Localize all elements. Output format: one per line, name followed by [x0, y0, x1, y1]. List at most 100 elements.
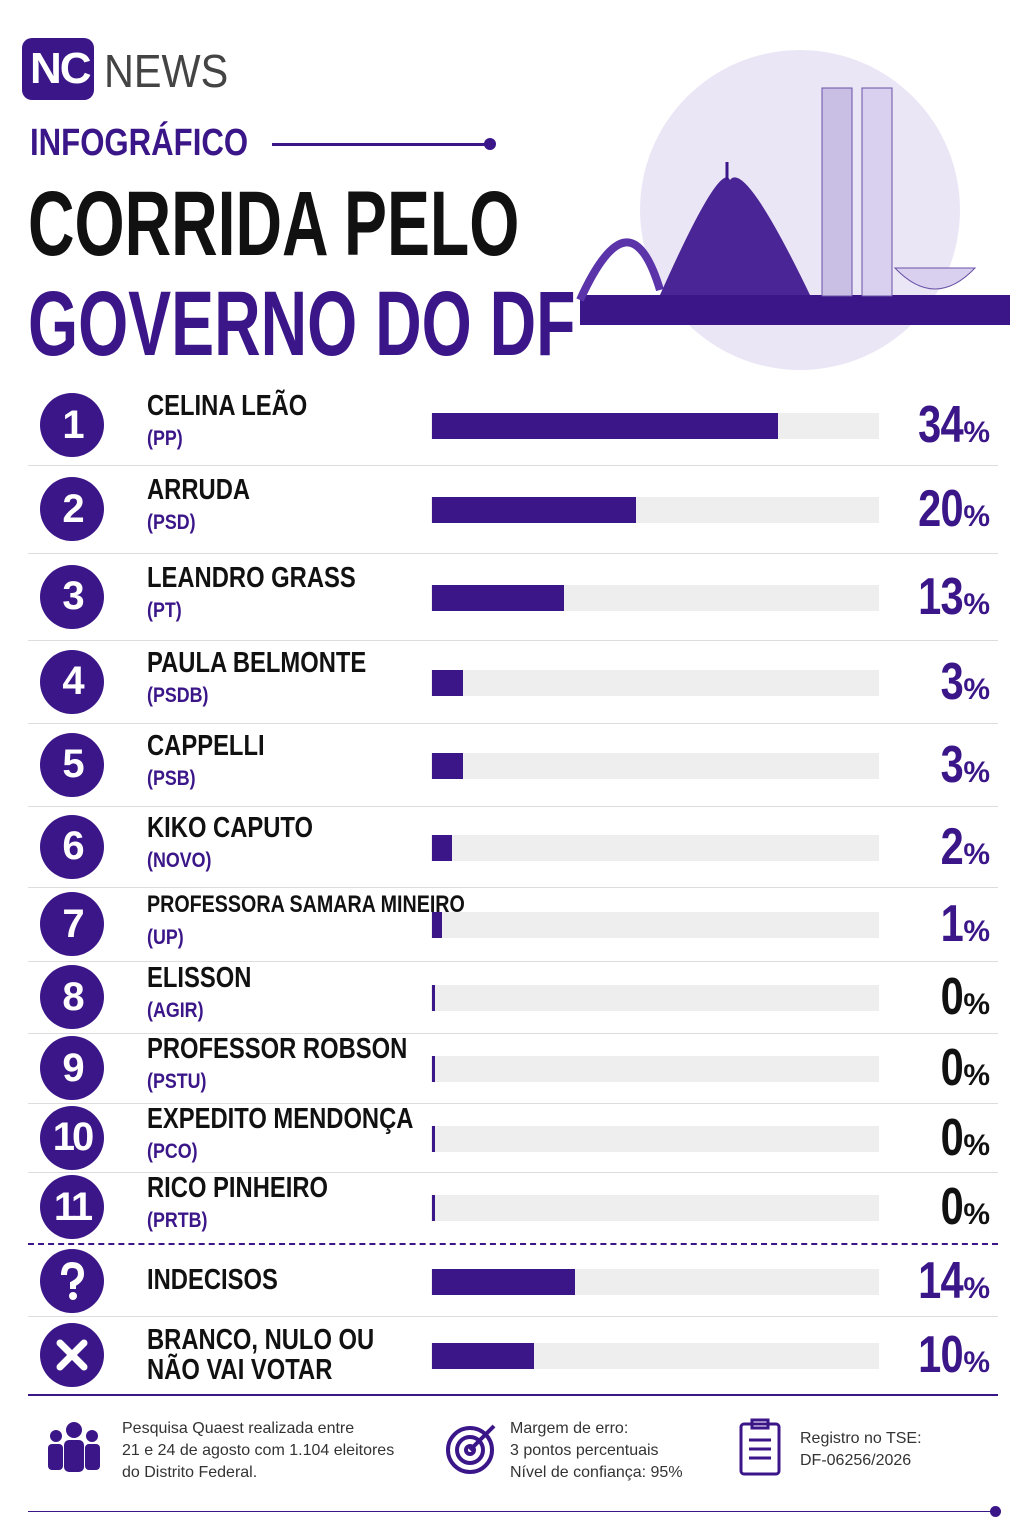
rank: 5 [40, 732, 104, 797]
bar [432, 1125, 435, 1152]
cathedral [660, 177, 810, 295]
row-separator [28, 806, 998, 807]
candidate-name: ELISSON [147, 962, 252, 994]
value-label: 2% [940, 817, 990, 876]
rank: 1 [40, 393, 104, 457]
rank-badge [40, 1323, 104, 1387]
rank: 10 [40, 1105, 104, 1170]
candidate-name: EXPEDITO MENDONÇA [147, 1102, 414, 1135]
candidate-name: PROFESSOR ROBSON [147, 1033, 408, 1065]
logo: NC [30, 44, 92, 93]
x-icon [56, 1339, 88, 1371]
row-separator [28, 465, 998, 466]
candidate-name: PAULA BELMONTE [147, 646, 367, 679]
bottom-dot [990, 1506, 1001, 1517]
value-label: 14% [918, 1251, 990, 1310]
candidate-name: ARRUDA [147, 474, 251, 506]
value-label: 13% [918, 567, 990, 626]
rank: 4 [40, 649, 104, 714]
bar-track [431, 985, 879, 1011]
party: (PCO) [147, 1139, 198, 1163]
bar [432, 1195, 435, 1221]
rank: 11 [40, 1175, 104, 1239]
bar [432, 1268, 575, 1295]
kicker-line [272, 143, 488, 146]
brand: NEWS [104, 45, 229, 97]
bar [432, 497, 636, 523]
value-label: 0% [940, 968, 990, 1026]
party: (PP) [147, 427, 183, 450]
logo-box [22, 38, 94, 100]
rank: 3 [40, 564, 104, 629]
bowl [893, 267, 977, 290]
kicker: INFOGRÁFICO [30, 122, 249, 164]
bar-track [431, 834, 879, 861]
party: (AGIR) [147, 999, 204, 1022]
candidate-name: CAPPELLI [147, 729, 265, 762]
people-icon [48, 1422, 100, 1472]
rank: 7 [40, 892, 104, 956]
candidate-name: PROFESSORA SAMARA MINEIRO [147, 891, 465, 918]
party: (PSB) [147, 766, 196, 790]
bar-track [431, 1056, 879, 1082]
bottom-rule [28, 1511, 994, 1512]
candidate-name: INDECISOS [147, 1263, 278, 1296]
bar [432, 834, 453, 861]
party: (PT) [147, 598, 182, 622]
bar [432, 584, 565, 611]
rank: 6 [40, 814, 104, 879]
value-label: 0% [940, 1108, 990, 1167]
row-separator [28, 1172, 998, 1173]
title-line1: CORRIDA PELO [28, 173, 520, 275]
value-label: 0% [940, 1039, 990, 1097]
candidate-name: KIKO CAPUTO [147, 811, 314, 844]
value-label: 34% [918, 396, 990, 454]
rank-badge [40, 1248, 104, 1313]
row-separator [28, 961, 998, 962]
candidate-name: BRANCO, NULO OU NÃO VAI VOTAR [147, 1324, 375, 1386]
bar-track [431, 912, 879, 938]
target-icon [446, 1424, 496, 1474]
tower-left [821, 87, 853, 297]
tower-right [861, 87, 893, 297]
bar-track [431, 1125, 879, 1152]
bar-track [431, 752, 879, 779]
title-line2: GOVERNO DO DF [28, 273, 576, 375]
bridge [576, 238, 664, 302]
illustration [576, 50, 1010, 370]
rank: 8 [40, 965, 104, 1029]
value-label: 0% [940, 1178, 990, 1236]
bar [432, 985, 435, 1011]
row-separator [28, 553, 998, 554]
registry-note: Registro no TSE: DF-06256/2026 [800, 1430, 922, 1469]
bar [432, 752, 463, 779]
row-separator [28, 1103, 998, 1104]
divider [28, 1243, 998, 1245]
rule [28, 1394, 998, 1396]
row-separator [28, 640, 998, 641]
party: (NOVO) [147, 848, 212, 872]
question-icon [61, 1261, 85, 1300]
clipboard-icon [739, 1418, 781, 1476]
party: (PRTB) [147, 1209, 208, 1232]
kicker-dot [484, 138, 496, 150]
row-separator [28, 1033, 998, 1034]
row-separator [28, 1316, 998, 1317]
value-label: 20% [918, 480, 990, 538]
party: (UP) [147, 926, 184, 949]
value-label: 3% [940, 735, 990, 794]
party: (PSD) [147, 511, 196, 534]
rank: 9 [40, 1036, 104, 1100]
bar [432, 413, 779, 439]
bar [432, 912, 443, 938]
margin-note: Margem de erro: 3 pontos percentuais Nív… [510, 1420, 683, 1481]
bar [432, 1056, 435, 1082]
value-label: 10% [918, 1326, 990, 1384]
candidate-name: RICO PINHEIRO [147, 1172, 329, 1204]
base [580, 295, 1010, 325]
row-separator [28, 887, 998, 888]
party: (PSTU) [147, 1070, 207, 1093]
bar-track [431, 1195, 879, 1221]
row-separator [28, 723, 998, 724]
candidate-name: LEANDRO GRASS [147, 561, 356, 594]
